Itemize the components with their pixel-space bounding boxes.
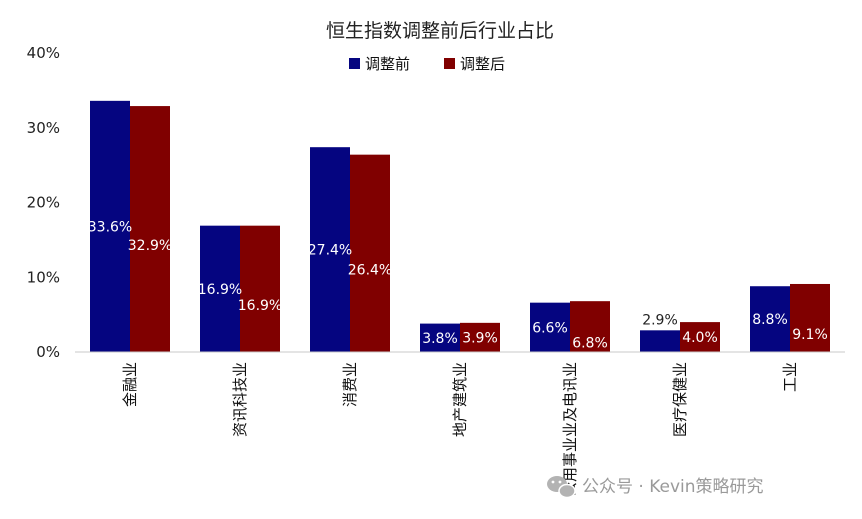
data-label-before: 6.6% (532, 320, 568, 336)
data-label-before: 2.9% (642, 312, 678, 328)
category-label: 公用事业业及电讯业 (561, 362, 579, 497)
chart-title: 恒生指数调整前后行业占比 (326, 20, 554, 42)
legend: 调整前 调整后 (349, 55, 505, 73)
legend-swatch-before (349, 58, 360, 69)
bar-after (350, 154, 390, 352)
category-label: 金融业 (121, 362, 139, 407)
y-tick-label: 10% (27, 268, 60, 286)
bar-before (90, 100, 130, 352)
legend-label-before: 调整前 (365, 55, 410, 73)
category-labels: 金融业 资讯科技业 消费业 地产建筑业 公用事业业及电讯业 医疗保健业 工业 (121, 362, 799, 497)
bar-after (460, 322, 500, 352)
data-label-before: 33.6% (88, 219, 132, 235)
bar-after (790, 283, 830, 352)
legend-label-after: 调整后 (460, 55, 505, 73)
y-tick-label: 30% (27, 119, 60, 137)
bar-after (240, 225, 280, 352)
wechat-icon (547, 476, 576, 499)
category-label: 资讯科技业 (231, 362, 249, 437)
data-label-before: 27.4% (308, 243, 352, 259)
bar-after (130, 106, 170, 352)
data-label-after: 4.0% (682, 330, 718, 346)
category-label: 工业 (781, 362, 799, 392)
data-label-before: 8.8% (752, 312, 788, 328)
data-label-before: 16.9% (198, 282, 242, 298)
category-label: 消费业 (341, 362, 359, 407)
bar-before (420, 323, 460, 352)
y-tick-label: 40% (27, 44, 60, 62)
watermark: 公众号 · Kevin策略研究 (547, 476, 764, 499)
bar-before (310, 147, 350, 352)
bar-before (640, 330, 680, 352)
data-label-after: 6.8% (572, 336, 608, 352)
y-tick-label: 0% (36, 343, 60, 361)
y-tick-label: 20% (27, 194, 60, 212)
bar-after (680, 322, 720, 352)
data-label-after: 32.9% (128, 238, 172, 254)
data-label-after: 9.1% (792, 327, 828, 343)
category-label: 医疗保健业 (671, 362, 689, 437)
bar-before (530, 302, 570, 352)
watermark-text: 公众号 · Kevin策略研究 (582, 477, 764, 497)
legend-swatch-after (444, 58, 455, 69)
y-axis-ticks: 0% 10% 20% 30% 40% (27, 44, 60, 361)
bar-before (200, 225, 240, 352)
bar-after (570, 301, 610, 352)
data-label-after: 26.4% (348, 262, 392, 278)
category-label: 地产建筑业 (451, 362, 469, 437)
bars (90, 100, 830, 352)
data-label-after: 16.9% (238, 298, 282, 314)
value-labels: 33.6% 32.9% 16.9%16.9% 27.4% 26.4% 3.8% 3.9% 6.… (88, 219, 828, 351)
data-label-before: 3.8% (422, 331, 458, 347)
data-label-after: 3.9% (462, 330, 498, 346)
bar-before (750, 286, 790, 352)
